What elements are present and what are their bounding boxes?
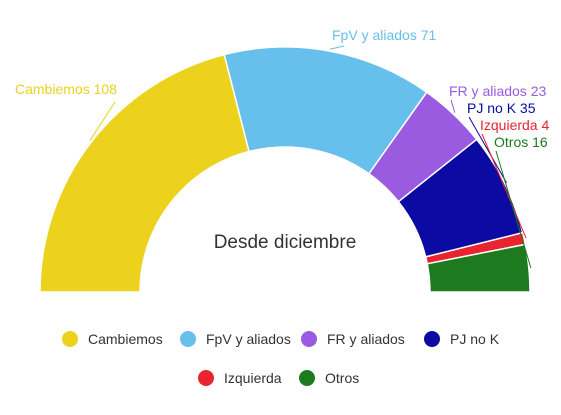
legend-swatch-fpv-y-aliados bbox=[180, 331, 196, 347]
leader-line-fpv-y-aliados bbox=[329, 45, 345, 50]
leader-line-otros bbox=[495, 150, 532, 269]
leader-line-fr-y-aliados bbox=[450, 99, 456, 113]
leader-line-cambiemos bbox=[89, 101, 116, 141]
data-label-cambiemos: Cambiemos 108 bbox=[15, 81, 117, 97]
legend-item-cambiemos: Cambiemos bbox=[62, 331, 163, 347]
data-label-pj-no-k: PJ no K 35 bbox=[467, 100, 536, 116]
legend-item-fr-y-aliados: FR y aliados bbox=[301, 331, 405, 347]
data-labels: Cambiemos 108 FpV y aliados 71 FR y aliado… bbox=[15, 27, 549, 150]
legend-swatch-cambiemos bbox=[62, 331, 78, 347]
legend-item-izquierda: Izquierda bbox=[198, 370, 282, 386]
legend-label-otros: Otros bbox=[325, 370, 359, 386]
legend-swatch-izquierda bbox=[198, 370, 214, 386]
legend-label-fr-y-aliados: FR y aliados bbox=[327, 331, 405, 347]
slice-cambiemos bbox=[39, 53, 250, 293]
data-label-izquierda: Izquierda 4 bbox=[480, 117, 549, 133]
data-label-fr-y-aliados: FR y aliados 23 bbox=[449, 83, 546, 99]
legend-item-otros: Otros bbox=[299, 370, 359, 386]
data-label-fpv-y-aliados: FpV y aliados 71 bbox=[332, 27, 436, 43]
leader-line-pj-no-k bbox=[468, 116, 507, 183]
legend-swatch-fr-y-aliados bbox=[301, 331, 317, 347]
legend-label-cambiemos: Cambiemos bbox=[88, 331, 163, 347]
center-title: Desde diciembre bbox=[214, 232, 357, 253]
legend-label-pj-no-k: PJ no K bbox=[450, 331, 500, 347]
legend-item-fpv-y-aliados: FpV y aliados bbox=[180, 331, 291, 347]
legend-label-izquierda: Izquierda bbox=[224, 370, 282, 386]
label-leader-lines bbox=[89, 45, 532, 269]
donut-slices bbox=[39, 46, 531, 293]
legend-label-fpv-y-aliados: FpV y aliados bbox=[206, 331, 291, 347]
legend-swatch-pj-no-k bbox=[424, 331, 440, 347]
leader-line-izquierda bbox=[481, 133, 527, 239]
legend-swatch-otros bbox=[299, 370, 315, 386]
slice-otros bbox=[426, 243, 531, 293]
legend: Cambiemos FpV y aliados FR y aliados PJ no … bbox=[62, 331, 500, 386]
data-label-otros: Otros 16 bbox=[494, 134, 548, 150]
legend-item-pj-no-k: PJ no K bbox=[424, 331, 500, 347]
